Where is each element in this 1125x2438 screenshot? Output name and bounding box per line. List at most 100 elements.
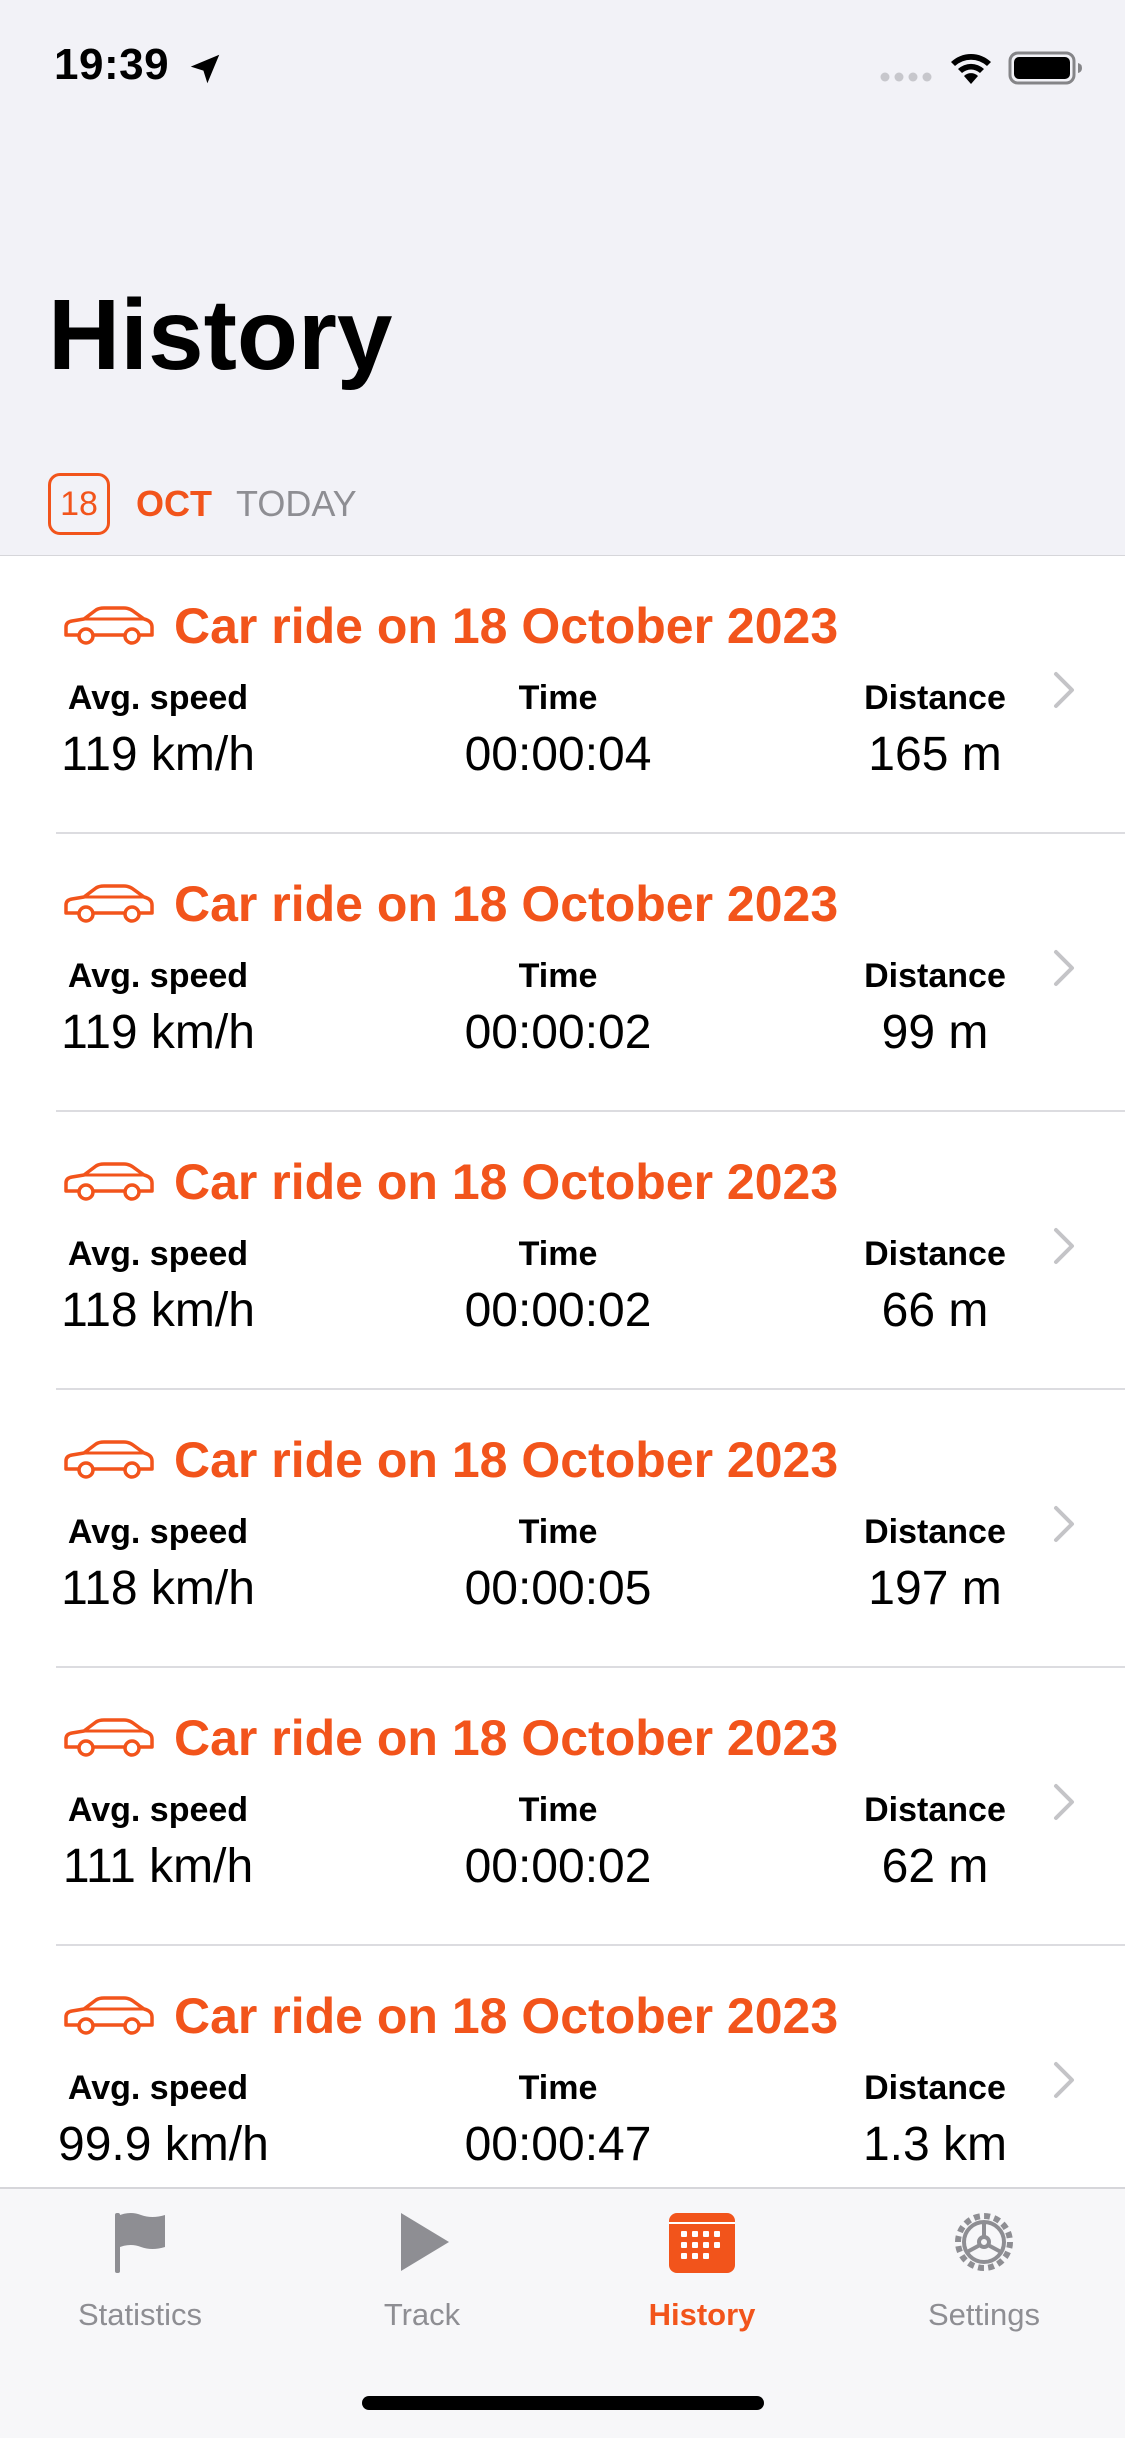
chevron-right-icon bbox=[1054, 950, 1074, 986]
distance-stat: Distance 66 m bbox=[840, 1234, 1030, 1340]
ride-title: Car ride on 18 October 2023 bbox=[174, 1710, 839, 1766]
time-stat: Time 00:00:04 bbox=[440, 678, 676, 784]
ride-title-line: Car ride on 18 October 2023 bbox=[62, 874, 838, 934]
tab-history[interactable]: History bbox=[602, 2207, 802, 2337]
tab-label: History bbox=[648, 2297, 756, 2332]
section-date-header: 18 OCT TODAY bbox=[48, 470, 357, 538]
time-value: 00:00:02 bbox=[464, 1284, 652, 1337]
chevron-right-icon bbox=[1054, 1228, 1074, 1264]
avg-speed-stat: Avg. speed 119 km/h bbox=[58, 956, 258, 1062]
page-title: History bbox=[48, 279, 393, 391]
chevron-right-icon bbox=[1054, 1506, 1074, 1542]
distance-value: 66 m bbox=[881, 1284, 989, 1337]
row-separator bbox=[56, 1110, 1125, 1112]
avg-speed-value: 118 km/h bbox=[61, 1284, 255, 1337]
time-value: 00:00:04 bbox=[464, 728, 652, 781]
distance-label: Distance bbox=[864, 957, 1006, 995]
tab-label: Track bbox=[383, 2297, 461, 2332]
distance-stat: Distance 197 m bbox=[840, 1512, 1030, 1618]
distance-label: Distance bbox=[864, 1791, 1006, 1829]
time-stat: Time 00:00:02 bbox=[440, 1234, 676, 1340]
distance-value: 197 m bbox=[868, 1562, 1002, 1615]
chevron-right-icon bbox=[1054, 672, 1074, 708]
ride-title-line: Car ride on 18 October 2023 bbox=[62, 1430, 838, 1490]
distance-stat: Distance 1.3 km bbox=[840, 2068, 1030, 2174]
time-value: 00:00:05 bbox=[464, 1562, 652, 1615]
ride-title-line: Car ride on 18 October 2023 bbox=[62, 596, 838, 656]
tab-statistics[interactable]: Statistics bbox=[40, 2207, 240, 2337]
ride-title-line: Car ride on 18 October 2023 bbox=[62, 1986, 838, 2046]
time-stat: Time 00:00:02 bbox=[440, 1790, 676, 1896]
ride-title: Car ride on 18 October 2023 bbox=[174, 1988, 839, 2044]
distance-stat: Distance 62 m bbox=[840, 1790, 1030, 1896]
car-icon bbox=[64, 884, 154, 923]
ride-title: Car ride on 18 October 2023 bbox=[174, 876, 839, 932]
avg-speed-stat: Avg. speed 118 km/h bbox=[58, 1512, 258, 1618]
avg-speed-label: Avg. speed bbox=[67, 2069, 249, 2107]
avg-speed-value: 111 km/h bbox=[62, 1840, 254, 1893]
time-label: Time bbox=[518, 679, 598, 717]
time-stat: Time 00:00:47 bbox=[440, 2068, 676, 2174]
time-label: Time bbox=[518, 1791, 598, 1829]
time-stat: Time 00:00:02 bbox=[440, 956, 676, 1062]
distance-stat: Distance 99 m bbox=[840, 956, 1030, 1062]
avg-speed-value: 119 km/h bbox=[61, 1006, 255, 1059]
status-bar: 19:39 bbox=[0, 0, 1125, 140]
avg-speed-value: 99.9 km/h bbox=[58, 2118, 269, 2171]
battery-icon bbox=[1008, 51, 1082, 85]
distance-label: Distance bbox=[864, 1513, 1006, 1551]
distance-label: Distance bbox=[864, 2069, 1006, 2107]
distance-label: Distance bbox=[864, 1235, 1006, 1273]
ride-list-item[interactable]: Car ride on 18 October 2023 Avg. speed 1… bbox=[0, 1390, 1125, 1668]
ride-list-item[interactable]: Car ride on 18 October 2023 Avg. speed 9… bbox=[0, 1946, 1125, 2188]
ride-list-item[interactable]: Car ride on 18 October 2023 Avg. speed 1… bbox=[0, 834, 1125, 1112]
calendar-icon bbox=[669, 2213, 735, 2273]
tab-settings[interactable]: Settings bbox=[884, 2207, 1084, 2337]
time-stat: Time 00:00:05 bbox=[440, 1512, 676, 1618]
row-separator bbox=[56, 1666, 1125, 1668]
avg-speed-value: 119 km/h bbox=[61, 728, 255, 781]
avg-speed-stat: Avg. speed 99.9 km/h bbox=[58, 2068, 269, 2174]
flag-icon bbox=[115, 2213, 165, 2273]
cellular-signal-icon bbox=[880, 72, 932, 82]
avg-speed-label: Avg. speed bbox=[67, 1513, 249, 1551]
distance-value: 165 m bbox=[868, 728, 1002, 781]
chevron-right-icon bbox=[1054, 1784, 1074, 1820]
row-separator bbox=[56, 1944, 1125, 1946]
distance-value: 62 m bbox=[881, 1840, 989, 1893]
ride-list-item[interactable]: Car ride on 18 October 2023 Avg. speed 1… bbox=[0, 1112, 1125, 1390]
time-value: 00:00:02 bbox=[464, 1006, 652, 1059]
ride-list-item[interactable]: Car ride on 18 October 2023 Avg. speed 1… bbox=[0, 1668, 1125, 1946]
car-icon bbox=[64, 1440, 154, 1479]
date-month: OCT bbox=[136, 483, 212, 524]
ride-title-line: Car ride on 18 October 2023 bbox=[62, 1708, 838, 1768]
distance-stat: Distance 165 m bbox=[840, 678, 1030, 784]
status-time: 19:39 bbox=[54, 40, 170, 89]
date-relative-label: TODAY bbox=[236, 483, 357, 524]
gear-icon bbox=[955, 2213, 1013, 2271]
ride-history-list[interactable]: Car ride on 18 October 2023 Avg. speed 1… bbox=[0, 555, 1125, 2188]
avg-speed-stat: Avg. speed 118 km/h bbox=[58, 1234, 258, 1340]
avg-speed-stat: Avg. speed 119 km/h bbox=[58, 678, 258, 784]
avg-speed-value: 118 km/h bbox=[61, 1562, 255, 1615]
distance-value: 1.3 km bbox=[862, 2118, 1008, 2171]
avg-speed-label: Avg. speed bbox=[67, 1235, 249, 1273]
car-icon bbox=[64, 1996, 154, 2035]
wifi-icon bbox=[951, 54, 991, 84]
ride-list-item[interactable]: Car ride on 18 October 2023 Avg. speed 1… bbox=[0, 556, 1125, 834]
tab-label: Settings bbox=[927, 2297, 1040, 2332]
ride-title: Car ride on 18 October 2023 bbox=[174, 598, 839, 654]
car-icon bbox=[64, 1718, 154, 1757]
avg-speed-label: Avg. speed bbox=[67, 957, 249, 995]
time-value: 00:00:47 bbox=[464, 2118, 652, 2171]
avg-speed-label: Avg. speed bbox=[67, 679, 249, 717]
row-separator bbox=[56, 1388, 1125, 1390]
tab-track[interactable]: Track bbox=[322, 2207, 522, 2337]
car-icon bbox=[64, 606, 154, 645]
home-indicator[interactable] bbox=[362, 2396, 764, 2410]
time-value: 00:00:02 bbox=[464, 1840, 652, 1893]
time-label: Time bbox=[518, 1513, 598, 1551]
avg-speed-stat: Avg. speed 111 km/h bbox=[58, 1790, 258, 1896]
tab-label: Statistics bbox=[77, 2297, 203, 2332]
row-separator bbox=[56, 832, 1125, 834]
